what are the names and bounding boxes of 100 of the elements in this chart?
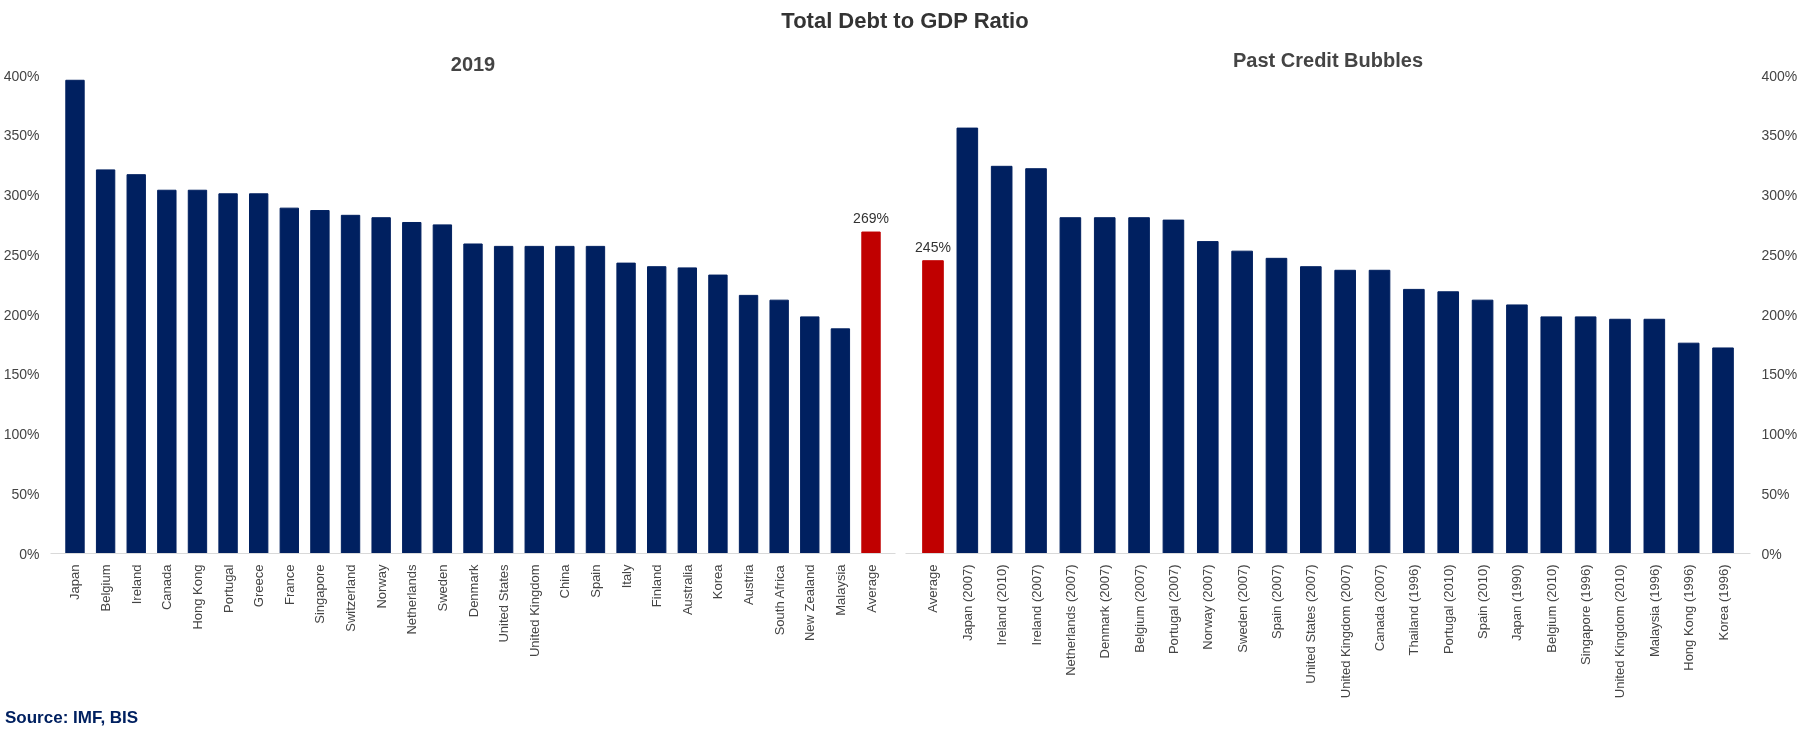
- y-tick-label: 400%: [3, 67, 40, 84]
- y-tick-label: 300%: [1761, 187, 1798, 204]
- y-tick-label: 250%: [1761, 247, 1798, 264]
- x-tick-label: United Kingdom: [526, 564, 542, 658]
- bar: [616, 263, 636, 554]
- y-tick-label: 200%: [3, 306, 40, 323]
- bar: [524, 246, 544, 554]
- bar: [249, 193, 269, 554]
- y-tick-label: 150%: [1761, 366, 1798, 383]
- x-tick-label: Singapore (1996): [1578, 564, 1594, 666]
- bar: [990, 166, 1013, 554]
- y-tick-label: 400%: [1761, 67, 1798, 84]
- data-label: 245%: [915, 239, 951, 256]
- bar: [1403, 289, 1425, 554]
- x-tick-label: United States (2007): [1303, 564, 1319, 685]
- bar: [738, 295, 759, 554]
- bar: [1368, 270, 1391, 554]
- x-tick-label: Korea (1996): [1715, 564, 1731, 641]
- y-tick-label: 350%: [3, 127, 40, 144]
- bar: [157, 190, 177, 554]
- x-tick-label: Norway (2007): [1200, 564, 1216, 651]
- bar: [340, 215, 361, 554]
- bar: [493, 246, 514, 554]
- x-tick-label: Ireland (2010): [994, 564, 1010, 646]
- bar: [1231, 251, 1253, 554]
- bar: [187, 190, 208, 554]
- y-tick-label: 0%: [19, 545, 40, 562]
- x-tick-label: Ireland: [128, 564, 144, 605]
- x-tick-label: Malaysia (1996): [1646, 564, 1662, 658]
- x-tick-label: Spain: [587, 564, 603, 599]
- bar: [1506, 304, 1528, 554]
- x-tick-label: China: [557, 564, 573, 599]
- x-tick-label: Hong Kong: [189, 564, 205, 630]
- bar: [555, 246, 575, 554]
- bar: [861, 231, 881, 554]
- x-tick-label: Japan (1990): [1509, 564, 1525, 642]
- bar: [310, 210, 330, 554]
- x-tick-label: Spain (2007): [1268, 564, 1284, 640]
- y-tick-label: 250%: [3, 247, 40, 264]
- y-tick-label: 50%: [11, 486, 40, 503]
- y-tick-label: 100%: [3, 426, 40, 443]
- x-tick-label: Singapore: [312, 564, 328, 625]
- bar: [1643, 319, 1666, 554]
- chart-title: Past Credit Bubbles: [1232, 48, 1424, 71]
- data-label: 269%: [853, 210, 889, 227]
- chart-subtitle: 2019: [450, 52, 496, 75]
- bar: [95, 169, 116, 554]
- x-tick-label: United Kingdom (2007): [1337, 564, 1353, 699]
- x-tick-label: Netherlands: [404, 564, 420, 636]
- x-tick-label: Denmark: [465, 564, 481, 618]
- bar: [1540, 316, 1563, 554]
- x-tick-label: Netherlands (2007): [1062, 564, 1078, 677]
- x-tick-label: Hong Kong (1996): [1681, 564, 1697, 672]
- bar: [371, 217, 391, 554]
- bar: [1609, 319, 1631, 554]
- bar: [1265, 258, 1288, 554]
- x-tick-label: Portugal (2010): [1440, 564, 1456, 655]
- bar: [1196, 241, 1219, 554]
- bar: [830, 328, 851, 554]
- bar: [279, 208, 299, 554]
- bar: [1128, 217, 1150, 554]
- bar: [1437, 291, 1460, 554]
- x-tick-label: Thailand (1996): [1406, 564, 1422, 656]
- x-tick-label: Spain (2010): [1475, 564, 1491, 640]
- x-tick-label: Ireland (2007): [1028, 564, 1044, 646]
- source-note: Source: IMF, BIS: [5, 707, 139, 730]
- bar: [218, 193, 238, 554]
- x-tick-label: South Africa: [771, 564, 787, 636]
- x-tick-label: Italy: [618, 564, 634, 589]
- bar: [922, 260, 944, 554]
- x-tick-label: Japan: [67, 564, 83, 601]
- x-tick-label: Australia: [679, 564, 695, 616]
- x-tick-label: Austria: [741, 564, 757, 606]
- x-tick-label: France: [281, 564, 297, 606]
- bar: [1093, 217, 1116, 554]
- bar: [1712, 347, 1734, 554]
- x-tick-label: United States: [496, 564, 512, 643]
- y-tick-label: 200%: [1761, 306, 1798, 323]
- x-tick-label: Greece: [251, 564, 267, 608]
- bar: [1059, 217, 1082, 554]
- x-tick-label: New Zealand: [802, 564, 818, 642]
- x-tick-label: Average: [863, 564, 879, 614]
- bar: [769, 300, 789, 554]
- chart-title: Total Debt to GDP Ratio: [781, 7, 1029, 35]
- x-tick-label: Portugal (2007): [1165, 564, 1181, 655]
- y-tick-label: 100%: [1761, 426, 1798, 443]
- x-tick-label: Belgium (2007): [1131, 564, 1147, 654]
- bar: [708, 274, 728, 554]
- bar: [956, 128, 979, 554]
- x-tick-label: Switzerland: [343, 564, 359, 633]
- bar: [463, 243, 483, 554]
- x-tick-label: Belgium: [98, 564, 114, 612]
- x-tick-label: Canada: [159, 564, 175, 611]
- bar: [1471, 300, 1494, 554]
- x-tick-label: Belgium (2010): [1543, 564, 1559, 654]
- x-tick-label: Norway: [373, 564, 389, 609]
- bar: [432, 224, 453, 554]
- y-tick-label: 300%: [3, 187, 40, 204]
- bar: [1162, 220, 1185, 554]
- y-tick-label: 350%: [1761, 127, 1798, 144]
